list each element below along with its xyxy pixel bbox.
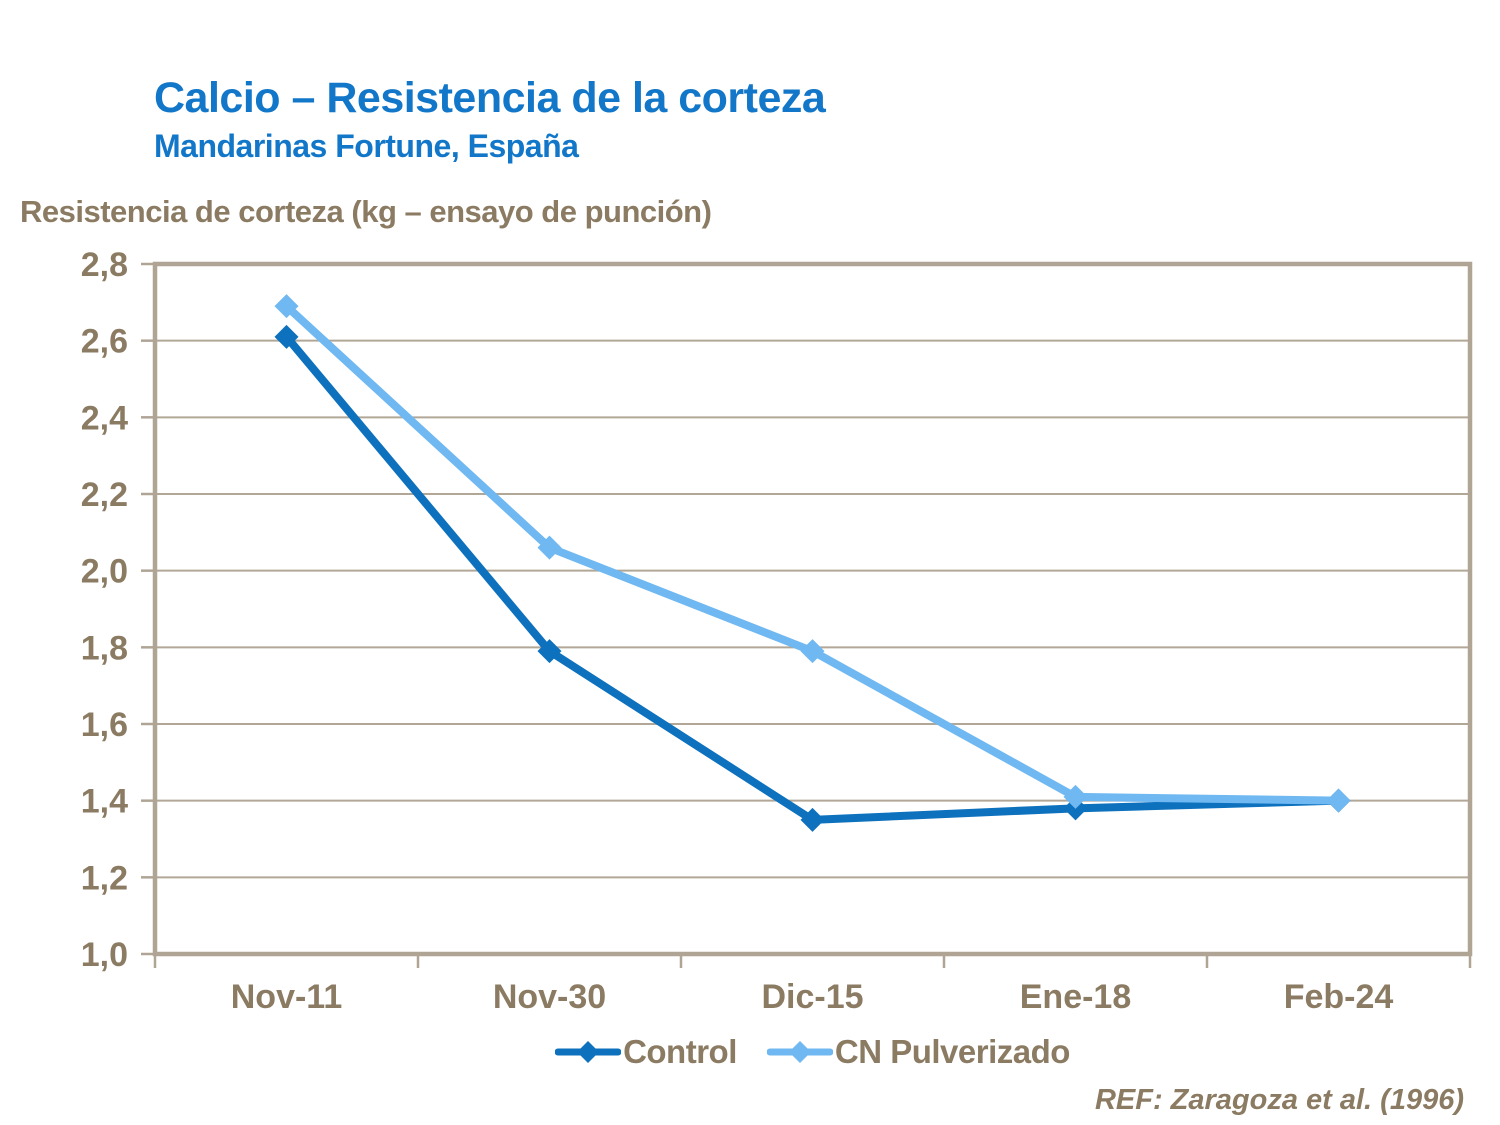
y-tick-label: 2,6 [81, 323, 128, 361]
y-tick-label: 1,0 [81, 936, 128, 974]
cn-pulverizado-series-marker-icon [766, 1041, 833, 1063]
plot-border [152, 261, 1473, 957]
reference-note: REF: Zaragoza et al. (1996) [1094, 1084, 1464, 1116]
series-marker-cn-pulverizado [274, 294, 299, 319]
series-marker-cn-pulverizado [800, 639, 825, 664]
y-tick-label: 1,2 [81, 859, 128, 897]
page-subtitle: Mandarinas Fortune, España [154, 128, 579, 164]
control-series-marker-icon [555, 1041, 622, 1063]
y-tick-label: 1,6 [81, 706, 128, 744]
x-tick-label: Nov-30 [493, 978, 606, 1016]
series-marker-control [800, 807, 825, 832]
y-tick-label: 2,2 [81, 476, 128, 514]
legend-item-control: Control [555, 1033, 737, 1071]
y-tick-label: 1,4 [81, 783, 128, 821]
y-axis-title: Resistencia de corteza (kg – ensayo de p… [20, 194, 712, 229]
series-marker-control [274, 324, 299, 349]
x-tick-label: Feb-24 [1284, 978, 1394, 1016]
y-tick-label: 2,4 [81, 399, 128, 437]
chart-legend: Control CN Pulverizado [155, 1033, 1470, 1071]
legend-item-cn-pulverizado: CN Pulverizado [766, 1033, 1071, 1071]
series-marker-control [537, 639, 562, 664]
y-tick-label: 2,8 [81, 246, 128, 284]
y-tick-label: 1,8 [81, 629, 128, 667]
page-title: Calcio – Resistencia de la corteza [154, 74, 826, 122]
x-tick-label: Ene-18 [1020, 978, 1132, 1016]
series-line-cn-pulverizado [282, 302, 1343, 805]
legend-label-control: Control [623, 1033, 737, 1070]
y-tick-label: 2,0 [81, 553, 128, 591]
series-marker-cn-pulverizado [1063, 784, 1088, 809]
series-marker-cn-pulverizado [1326, 788, 1351, 813]
series-line-control [282, 332, 1343, 824]
x-tick-label: Dic-15 [761, 978, 863, 1016]
x-tick-label: Nov-11 [231, 978, 343, 1016]
legend-label-cn-pulverizado: CN Pulverizado [834, 1033, 1071, 1070]
series-marker-cn-pulverizado [537, 535, 562, 560]
